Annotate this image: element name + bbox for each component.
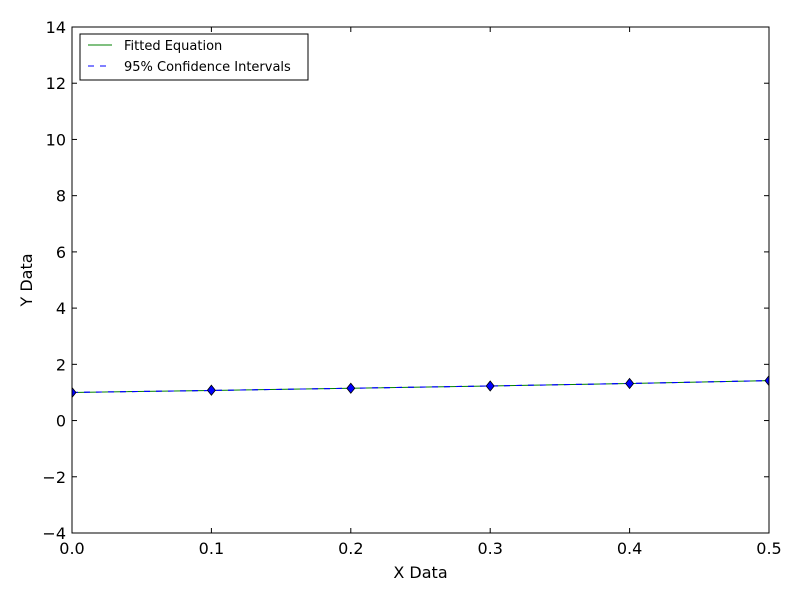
series-layer — [72, 380, 769, 393]
y-tick-label: 12 — [46, 74, 66, 93]
y-axis: −4 −2 0 2 4 6 8 10 12 14 — [42, 18, 769, 543]
plot-frame — [71, 26, 770, 534]
plot-area — [72, 27, 769, 533]
series-line-2 — [72, 380, 769, 393]
legend-label-fitted-equation: Fitted Equation — [124, 39, 222, 54]
x-axis: 0.0 0.1 0.2 0.3 0.4 0.5 — [59, 27, 782, 558]
x-tick-label: 0.0 — [59, 539, 84, 558]
y-tick-label: −4 — [42, 524, 66, 543]
y-tick-label: 10 — [46, 130, 66, 149]
y-tick-label: 2 — [56, 355, 66, 374]
y-axis-label: Y Data — [17, 253, 36, 307]
legend: Fitted Equation 95% Confidence Intervals — [79, 33, 309, 81]
y-tick-label: 14 — [46, 18, 66, 37]
data-point — [206, 384, 216, 396]
data-point — [764, 374, 769, 387]
y-tick-label: 6 — [56, 243, 66, 262]
data-point — [72, 386, 77, 399]
x-axis-label: X Data — [393, 563, 447, 582]
x-tick-label: 0.5 — [756, 539, 781, 558]
y-tick-label: 8 — [56, 187, 66, 206]
data-point — [346, 382, 356, 394]
y-tick-label: 4 — [56, 299, 66, 318]
x-tick-label: 0.3 — [477, 539, 502, 558]
y-tick-label: −2 — [42, 468, 66, 487]
x-tick-label: 0.2 — [338, 539, 363, 558]
marker-layer — [72, 374, 769, 399]
data-point — [485, 380, 495, 392]
data-point — [625, 377, 635, 390]
y-tick-label: 0 — [56, 412, 66, 431]
x-tick-label: 0.4 — [617, 539, 642, 558]
legend-label-confidence-intervals: 95% Confidence Intervals — [124, 60, 291, 75]
x-tick-label: 0.1 — [199, 539, 224, 558]
legend-frame — [79, 33, 309, 81]
